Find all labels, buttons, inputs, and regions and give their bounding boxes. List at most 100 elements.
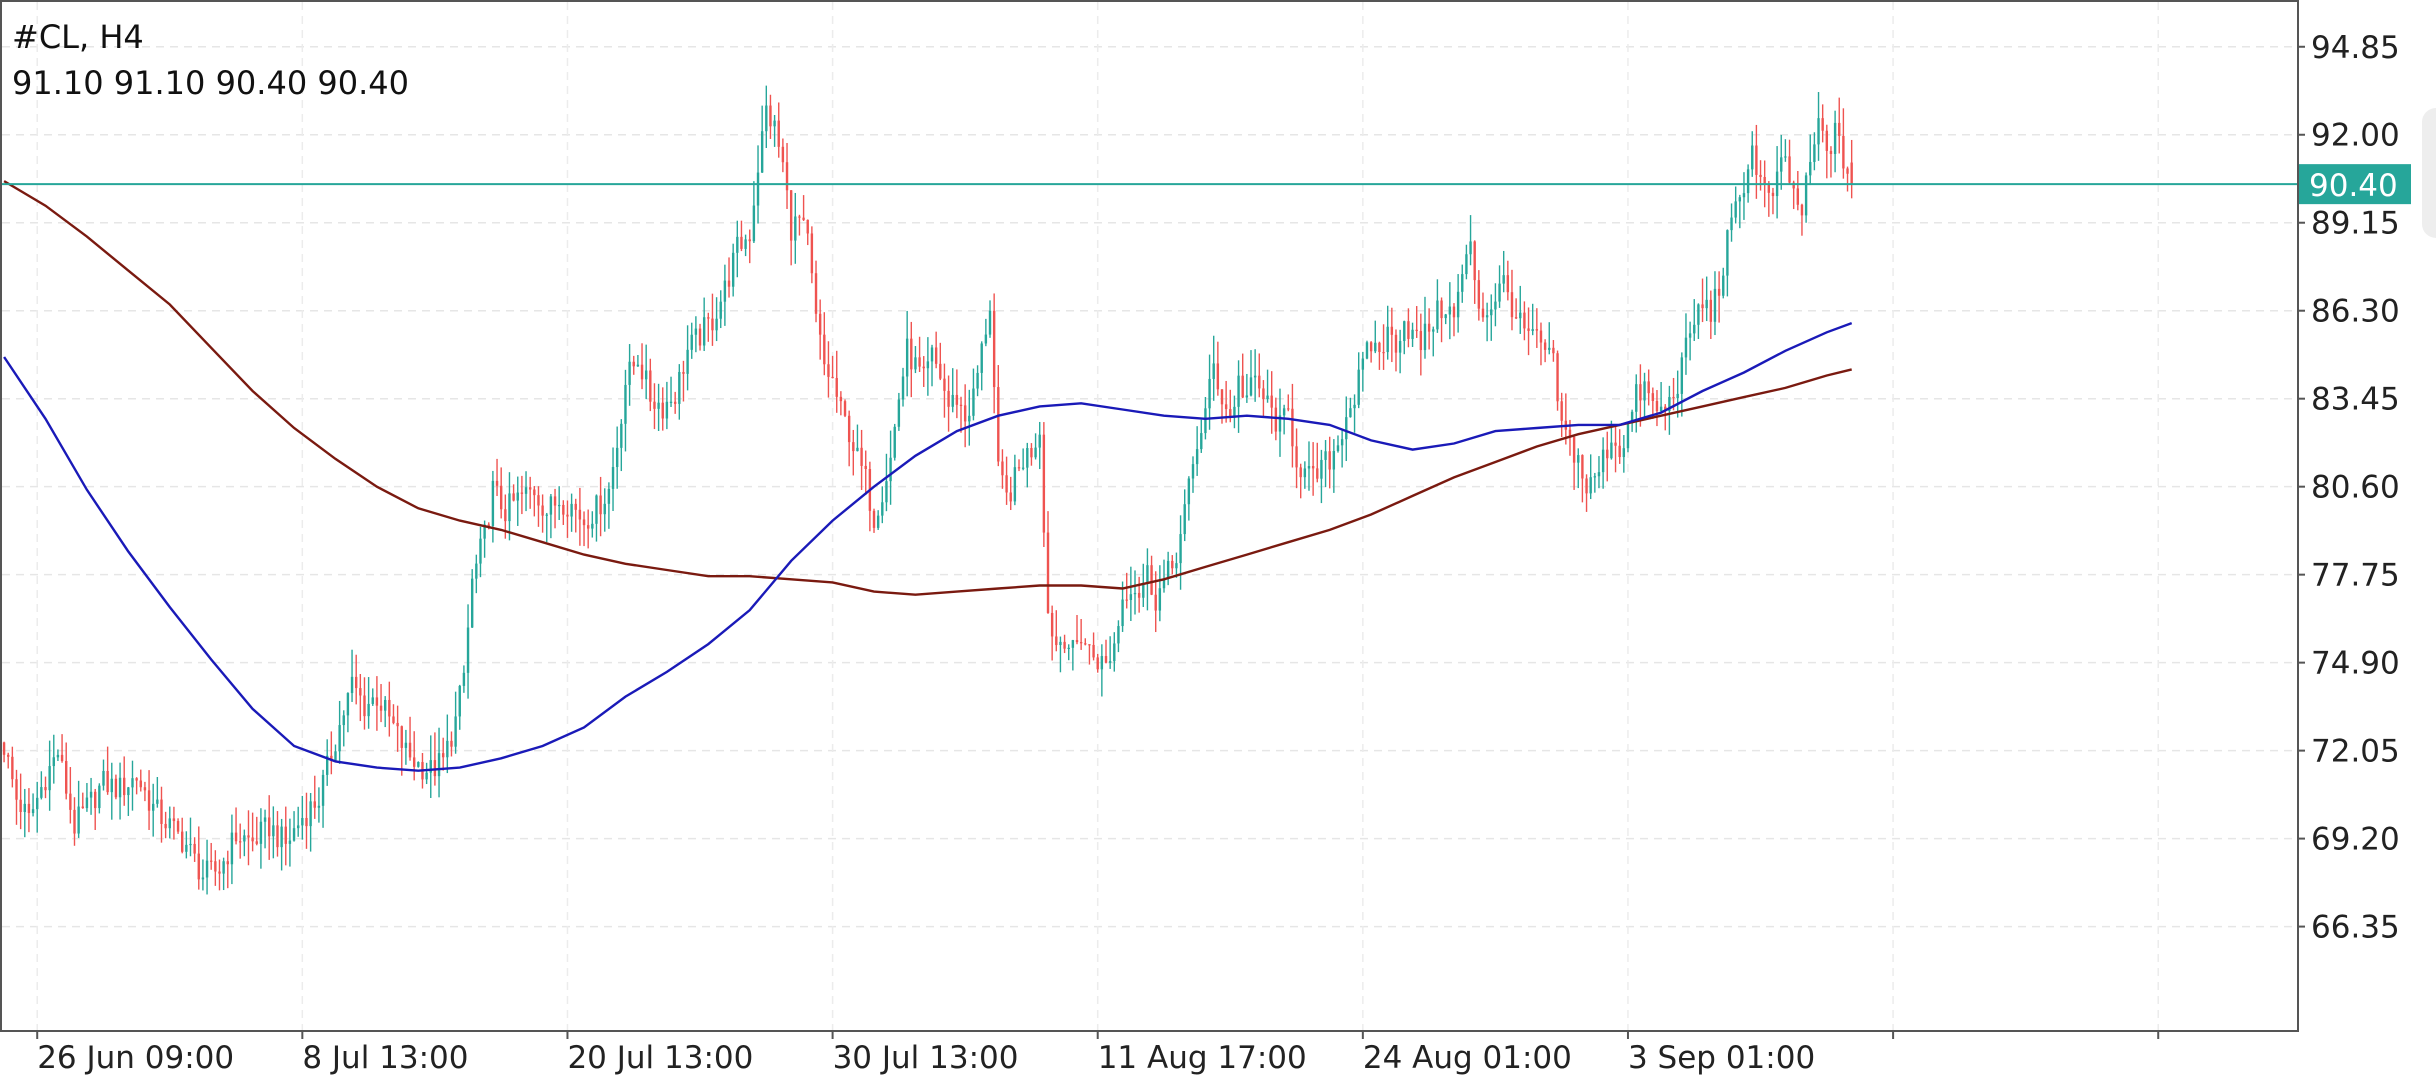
candle-body <box>400 726 403 748</box>
candle-body <box>1622 448 1626 458</box>
candle-body <box>889 457 892 482</box>
candle-body <box>466 627 470 673</box>
candle-body <box>1357 369 1360 405</box>
candle-body <box>181 831 184 852</box>
candle-body <box>1850 162 1853 185</box>
candle-body <box>1374 342 1377 352</box>
symbol-timeframe: #CL, H4 <box>12 18 144 56</box>
candle-body <box>1369 342 1373 352</box>
candle-body <box>1195 449 1199 465</box>
candle-body <box>1780 157 1783 172</box>
candle-body <box>1316 468 1319 479</box>
candle-body <box>234 832 238 842</box>
candle-body <box>1075 640 1079 643</box>
y-tick-label: 89.15 <box>2311 206 2400 242</box>
candle-body <box>1643 381 1646 401</box>
candle-body <box>1610 442 1613 459</box>
candle-body <box>1050 612 1054 637</box>
candle-body <box>379 705 383 711</box>
candle-body <box>1241 375 1244 398</box>
candle-body <box>375 697 379 706</box>
candle-body <box>1204 408 1207 434</box>
candle-body <box>1485 315 1489 318</box>
candle-body <box>748 239 751 242</box>
candle-body <box>317 805 321 808</box>
candle-body <box>1572 436 1576 463</box>
side-panel-handle[interactable] <box>2422 108 2436 238</box>
candle-body <box>131 778 134 788</box>
candle-body <box>756 172 760 206</box>
candle-body <box>980 343 983 373</box>
candle-body <box>918 357 921 367</box>
moving-average-slow-line <box>3 180 1852 596</box>
candle-body <box>1680 357 1684 394</box>
candle-body <box>1527 328 1530 331</box>
candle-body <box>1245 395 1249 398</box>
candle-body <box>901 376 905 400</box>
candle-body <box>1021 467 1025 469</box>
candle-body <box>2 742 6 755</box>
candle-body <box>1229 409 1232 418</box>
candle-body <box>802 217 805 220</box>
candle-body <box>1477 280 1481 309</box>
candle-body <box>1767 184 1771 193</box>
candle-body <box>1403 321 1406 341</box>
candle-body <box>997 387 1000 462</box>
candle-body <box>976 372 979 389</box>
candle-body <box>1771 192 1775 197</box>
candle-body <box>1614 442 1617 446</box>
candle-body <box>1262 388 1265 400</box>
candle-body <box>847 415 851 443</box>
candle-body <box>1804 175 1808 216</box>
candle-body <box>864 465 867 470</box>
candle-body <box>1531 329 1534 331</box>
candle-body <box>914 357 917 370</box>
candle-body <box>1324 451 1327 460</box>
candle-body <box>1730 217 1733 231</box>
candle-body <box>1577 455 1580 463</box>
candle-body <box>657 402 660 409</box>
candle-body <box>1150 565 1153 595</box>
candle-body <box>827 364 830 377</box>
candle-body <box>1055 636 1058 646</box>
candle-body <box>1659 406 1663 412</box>
candle-body <box>1282 408 1286 416</box>
candle-body <box>367 703 370 717</box>
candle-body <box>479 538 482 564</box>
candle-body <box>1606 449 1609 459</box>
candle-body <box>1548 347 1551 350</box>
candle-body <box>1465 254 1468 275</box>
candle-body <box>765 105 768 132</box>
candle-body <box>1121 599 1124 627</box>
candle-body <box>599 495 602 515</box>
candle-body <box>723 280 727 302</box>
candle-body <box>201 877 205 880</box>
candle-body <box>910 338 913 370</box>
candle-body <box>1726 230 1729 276</box>
candle-body <box>1378 342 1381 353</box>
candle-body <box>214 861 217 872</box>
candle-body <box>491 480 495 526</box>
candle-body <box>760 131 764 173</box>
candle-body <box>852 442 855 452</box>
candle-body <box>711 318 714 331</box>
candle-body <box>1684 337 1688 358</box>
candle-body <box>1299 467 1302 478</box>
candle-body <box>798 216 801 218</box>
candle-body <box>1635 384 1638 412</box>
candle-body <box>1792 182 1795 189</box>
candle-body <box>243 835 246 842</box>
candle-body <box>1589 477 1592 494</box>
candle-body <box>545 514 548 516</box>
candle-body <box>218 871 221 874</box>
candle-body <box>185 844 188 852</box>
candle-body <box>1349 408 1352 418</box>
candle-body <box>127 787 130 796</box>
candle-body <box>417 762 420 767</box>
candle-body <box>702 317 706 346</box>
candle-body <box>777 120 780 147</box>
candle-body <box>1017 467 1021 469</box>
candle-body <box>1751 145 1754 170</box>
